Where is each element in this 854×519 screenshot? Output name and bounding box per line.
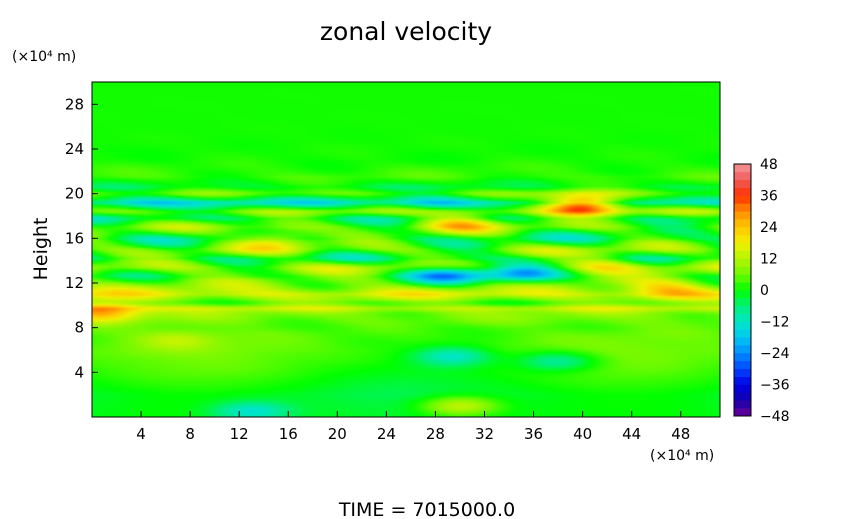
y-tick-label: 4 xyxy=(74,363,84,381)
colorbar-tick-label: 24 xyxy=(760,220,778,236)
colorbar-band xyxy=(734,368,751,377)
x-tick-label: 28 xyxy=(426,425,445,443)
colorbar-band xyxy=(734,353,751,362)
colorbar: 48 36 24 12 0 −12 −24 −36 −48 xyxy=(733,157,790,425)
y-axis-ticks: 4 8 12 16 20 24 28 xyxy=(65,95,98,381)
colorbar-band xyxy=(734,384,751,393)
colorbar-ticks: 48 36 24 12 0 −12 −24 −36 −48 xyxy=(760,157,790,425)
y-axis-label: Height xyxy=(30,218,52,281)
colorbar-band xyxy=(734,171,751,181)
colorbar-tick-label: 36 xyxy=(760,189,778,205)
colorbar-band xyxy=(734,266,751,275)
colorbar-band xyxy=(734,345,751,354)
x-tick-label: 36 xyxy=(524,425,543,443)
colorbar-frame xyxy=(733,163,752,417)
colorbar-band xyxy=(734,360,751,370)
colorbar-band xyxy=(734,187,751,196)
y-tick-label: 20 xyxy=(65,185,84,203)
x-tick-label: 20 xyxy=(328,425,347,443)
plot-area xyxy=(91,81,721,418)
x-tick-label: 44 xyxy=(622,425,641,443)
colorbar-tick-label: −36 xyxy=(760,378,790,394)
colorbar-band xyxy=(734,297,751,307)
colorbar-band xyxy=(734,313,751,322)
x-tick-label: 24 xyxy=(377,425,396,443)
colorbar-band xyxy=(734,179,751,188)
colorbar-band xyxy=(734,321,751,330)
colorbar-band xyxy=(734,408,751,417)
colorbar-tick-label: 12 xyxy=(760,252,778,268)
colorbar-band xyxy=(734,290,751,299)
colorbar-band xyxy=(734,400,751,409)
y-tick-label: 28 xyxy=(65,95,84,113)
x-tick-label: 40 xyxy=(573,425,592,443)
colorbar-band xyxy=(734,305,751,314)
colorbar-tick-label: 0 xyxy=(760,283,769,299)
x-tick-label: 8 xyxy=(185,425,195,443)
colorbar-tick-label: −48 xyxy=(760,409,790,425)
y-tick-label: 16 xyxy=(65,229,84,247)
plot-frame xyxy=(91,81,721,418)
time-label: TIME = 7015000.0 xyxy=(338,499,515,519)
heatmap-field xyxy=(92,82,720,417)
colorbar-band xyxy=(734,195,751,204)
colorbar-tick-label: −24 xyxy=(760,346,790,362)
y-axis-unit: (×10⁴ m) xyxy=(12,49,76,65)
colorbar-band xyxy=(734,329,751,338)
colorbar-band xyxy=(734,376,751,385)
colorbar-band xyxy=(734,242,751,251)
colorbar-band xyxy=(734,234,751,244)
colorbar-bands xyxy=(734,164,751,417)
y-tick-label: 8 xyxy=(74,319,84,337)
colorbar-band xyxy=(734,392,751,401)
colorbar-band xyxy=(734,274,751,283)
x-tick-label: 32 xyxy=(475,425,494,443)
colorbar-band xyxy=(734,203,751,212)
colorbar-band xyxy=(734,211,751,220)
x-axis-ticks: 4 8 12 16 20 24 28 32 36 40 44 48 xyxy=(136,411,690,443)
colorbar-tick-label: 48 xyxy=(760,157,778,173)
y-tick-label: 12 xyxy=(65,274,84,292)
chart-title: zonal velocity xyxy=(320,17,492,46)
x-tick-label: 4 xyxy=(136,425,146,443)
colorbar-tick-label: −12 xyxy=(760,315,790,331)
colorbar-band xyxy=(734,227,751,236)
colorbar-band xyxy=(734,219,751,228)
colorbar-band xyxy=(734,282,751,291)
colorbar-band xyxy=(734,258,751,267)
x-tick-label: 16 xyxy=(279,425,298,443)
y-tick-label: 24 xyxy=(65,140,84,158)
colorbar-band xyxy=(734,337,751,346)
colorbar-band xyxy=(734,164,751,173)
colorbar-band xyxy=(734,250,751,259)
x-tick-label: 12 xyxy=(230,425,249,443)
x-axis-unit: (×10⁴ m) xyxy=(650,448,714,464)
x-tick-label: 48 xyxy=(671,425,690,443)
